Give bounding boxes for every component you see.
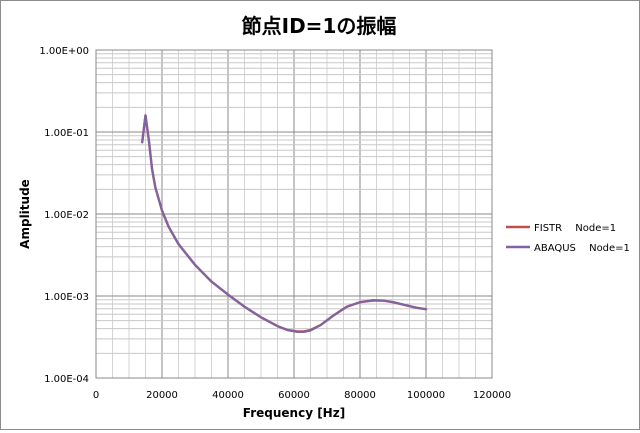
legend-label-1: FISTR Node=1 — [534, 223, 616, 234]
x-tick-label: 60000 — [278, 390, 310, 401]
y-tick-label: 1.00E-02 — [44, 210, 89, 221]
y-axis-label: Amplitude — [18, 179, 32, 249]
legend-label-2: ABAQUS Node=1 — [534, 243, 630, 254]
grid-lines — [95, 49, 493, 379]
x-axis-label: Frequency [Hz] — [243, 406, 345, 420]
y-tick-label: 1.00E-01 — [44, 128, 89, 139]
series-line-1 — [140, 114, 428, 333]
legend: FISTR Node=1 ABAQUS Node=1 — [506, 223, 630, 254]
x-axis-ticks: 0 20000 40000 60000 80000 100000 120000 — [93, 390, 511, 401]
y-axis-ticks: 1.00E-04 1.00E-03 1.00E-02 1.00E-01 1.00E+00 — [39, 46, 89, 385]
y-tick-label: 1.00E-03 — [44, 292, 89, 303]
x-tick-label: 80000 — [344, 390, 376, 401]
y-tick-label: 1.00E-04 — [44, 374, 89, 385]
x-tick-label: 20000 — [146, 390, 178, 401]
series-line-2 — [141, 114, 428, 333]
plot-area-border — [95, 49, 493, 379]
y-tick-label: 1.00E+00 — [39, 46, 89, 57]
series-lines — [140, 114, 428, 333]
x-tick-label: 120000 — [473, 390, 511, 401]
chart-title: 節点ID=1の振幅 — [242, 14, 397, 38]
x-tick-label: 40000 — [212, 390, 244, 401]
x-tick-label: 100000 — [407, 390, 445, 401]
x-tick-label: 0 — [93, 390, 99, 401]
